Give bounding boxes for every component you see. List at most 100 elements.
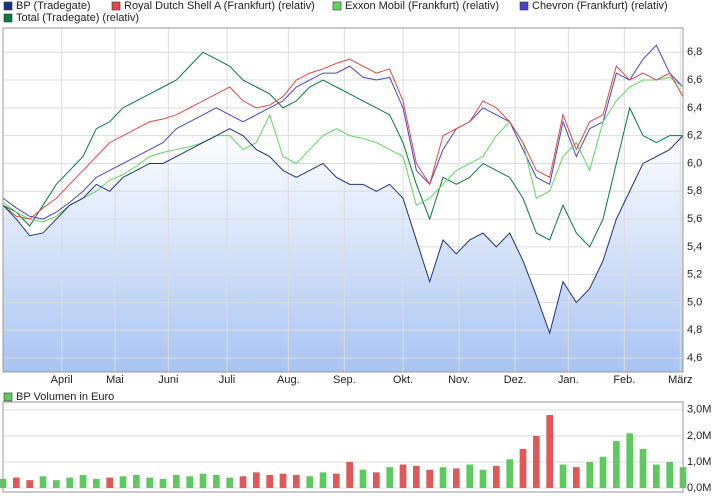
- volume-bar: [373, 472, 380, 488]
- volume-bar: [213, 474, 220, 488]
- legend-swatch: [3, 392, 13, 402]
- y-tick-label: 3,0M: [687, 404, 711, 416]
- y-tick-label: 6,2: [687, 130, 702, 142]
- plot-background: [3, 402, 683, 492]
- volume-bar: [506, 459, 513, 488]
- volume-bar: [626, 433, 633, 488]
- volume-bar: [93, 478, 100, 488]
- y-tick-label: 6,8: [687, 46, 702, 58]
- legend-swatch: [332, 1, 342, 11]
- volume-bar: [293, 474, 300, 488]
- series-line: [2, 58, 684, 220]
- volume-bar: [173, 474, 180, 488]
- x-tick-label: Dez.: [504, 374, 527, 386]
- y-tick-label: 5,6: [687, 213, 702, 225]
- x-tick-label: Okt.: [393, 374, 413, 386]
- y-tick-label: 1,0M: [687, 456, 711, 468]
- volume-bar: [186, 476, 193, 488]
- volume-bar: [413, 465, 420, 488]
- volume-bar: [333, 473, 340, 488]
- volume-bar: [146, 477, 153, 488]
- legend-label: Total (Tradegate) (relativ): [16, 12, 139, 24]
- y-tick-label: 6,4: [687, 102, 702, 114]
- y-tick-label: 4,6: [687, 352, 702, 364]
- y-tick-label: 5,2: [687, 269, 702, 281]
- x-tick-label: März: [668, 374, 692, 386]
- volume-bar: [26, 480, 33, 488]
- legend-label: Chevron (Frankfurt) (relativ): [532, 0, 668, 12]
- volume-bar: [493, 465, 500, 488]
- volume-bar: [253, 472, 260, 488]
- legend-swatch: [3, 13, 13, 23]
- volume-bar: [519, 448, 527, 488]
- x-tick-label: Feb.: [613, 374, 635, 386]
- legend-label: Exxon Mobil (Frankfurt) (relativ): [345, 0, 499, 12]
- series-line: [2, 76, 684, 223]
- volume-bar: [359, 469, 367, 488]
- series-line: [2, 51, 683, 248]
- area: [3, 128, 683, 372]
- volume-bar: [399, 464, 407, 488]
- x-tick-label: Aug.: [277, 374, 300, 386]
- volume-bar: [533, 435, 540, 488]
- volume-bar: [13, 477, 20, 488]
- x-tick-label: April: [51, 374, 73, 386]
- y-tick-label: 2,0M: [687, 430, 711, 442]
- legend-label: BP (Tradegate): [16, 0, 91, 12]
- y-tick-label: 6,6: [687, 74, 702, 86]
- series-line: [2, 44, 684, 220]
- volume-bar: [426, 469, 433, 488]
- volume-bar: [106, 477, 113, 488]
- y-tick-label: 4,8: [687, 324, 702, 336]
- volume-bar: [319, 472, 327, 488]
- volume-bar: [439, 467, 447, 488]
- volume-bar: [466, 464, 473, 488]
- legend-label: BP Volumen in Euro: [16, 391, 114, 403]
- y-tick-label: 5,0: [687, 296, 702, 308]
- volume-bar: [546, 415, 553, 488]
- x-tick-label: Sep.: [333, 374, 356, 386]
- volume-bar: [453, 468, 460, 488]
- volume-bar: [573, 467, 580, 488]
- volume-bar: [79, 474, 87, 488]
- plot-border: [2, 401, 684, 493]
- volume-bar: [559, 464, 567, 488]
- series-line: [2, 128, 684, 335]
- x-tick-label: Juni: [158, 374, 178, 386]
- volume-bar: [279, 473, 287, 488]
- x-tick-label: Nov.: [448, 374, 470, 386]
- volume-bar: [666, 461, 673, 488]
- volume-bar: [159, 478, 167, 488]
- legend-label: Royal Dutch Shell A (Frankfurt) (relativ…: [124, 0, 315, 12]
- y-tick-label: 6,0: [687, 157, 702, 169]
- volume-bar: [226, 477, 233, 488]
- volume-bar: [39, 476, 47, 488]
- volume-bar: [653, 464, 660, 488]
- y-tick-label: 0,0M: [687, 482, 711, 494]
- volume-bar: [639, 448, 647, 488]
- volume-bar: [306, 476, 313, 488]
- volume-bar: [586, 461, 593, 488]
- volume-bar: [66, 477, 73, 488]
- volume-bar: [239, 476, 247, 488]
- plot-border: [2, 27, 684, 373]
- legend-swatch: [519, 1, 529, 11]
- volume-bar: [119, 476, 127, 488]
- legend-swatch: [111, 1, 121, 11]
- y-tick-label: 5,8: [687, 185, 702, 197]
- x-tick-label: Juli: [219, 374, 236, 386]
- volume-bar: [479, 469, 487, 488]
- volume-bar: [199, 473, 207, 488]
- volume-bar: [599, 456, 607, 488]
- volume-bar: [53, 480, 60, 488]
- volume-bar: [266, 474, 273, 488]
- x-tick-label: Jan.: [558, 374, 579, 386]
- volume-bar: [613, 441, 620, 488]
- volume-bar: [133, 474, 140, 488]
- legend-swatch: [3, 1, 13, 11]
- volume-bar: [346, 461, 353, 488]
- volume-bar: [386, 467, 393, 488]
- y-tick-label: 5,4: [687, 241, 702, 253]
- x-tick-label: Mai: [106, 374, 124, 386]
